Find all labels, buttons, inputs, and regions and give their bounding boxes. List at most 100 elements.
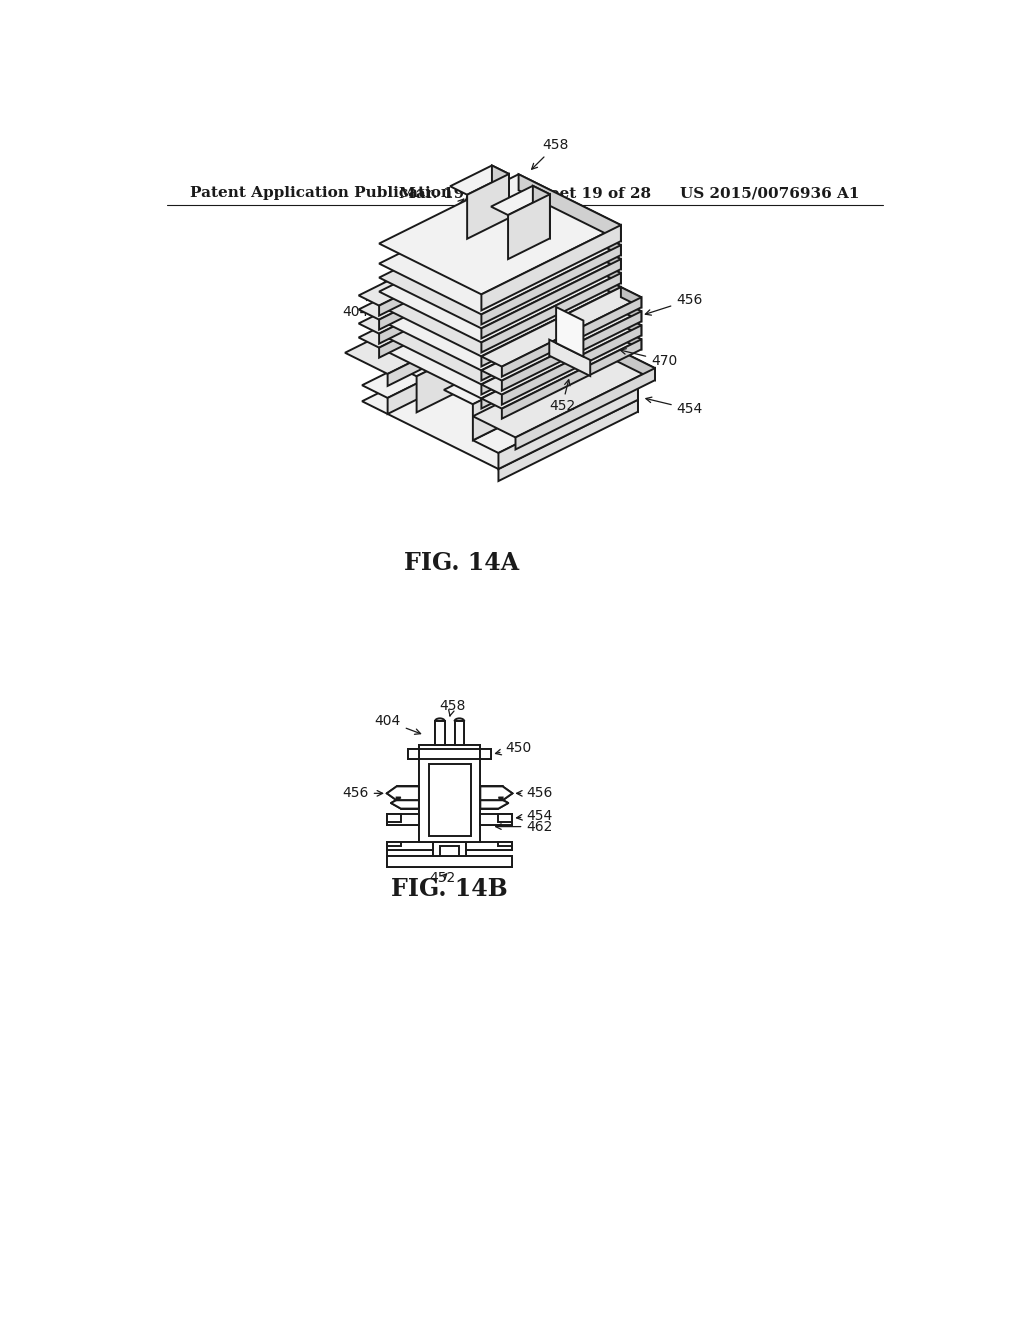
Text: 462: 462	[496, 820, 553, 834]
Polygon shape	[502, 297, 641, 376]
Polygon shape	[518, 251, 621, 312]
Polygon shape	[518, 279, 621, 339]
Polygon shape	[502, 315, 527, 345]
Text: 470: 470	[621, 348, 677, 368]
Text: FIG. 14A: FIG. 14A	[403, 550, 519, 574]
Polygon shape	[429, 764, 471, 837]
Polygon shape	[473, 347, 655, 437]
Polygon shape	[549, 339, 590, 376]
Polygon shape	[455, 721, 464, 744]
Polygon shape	[379, 251, 621, 371]
Text: 456: 456	[645, 293, 702, 315]
Polygon shape	[481, 259, 621, 338]
Polygon shape	[481, 246, 621, 325]
Polygon shape	[498, 226, 518, 247]
Text: 404: 404	[375, 714, 421, 734]
Polygon shape	[440, 846, 460, 855]
Polygon shape	[612, 347, 655, 380]
Polygon shape	[499, 400, 638, 480]
Polygon shape	[480, 787, 512, 800]
Text: FIG. 14B: FIG. 14B	[391, 876, 508, 902]
Polygon shape	[387, 787, 419, 800]
Polygon shape	[498, 240, 518, 260]
Polygon shape	[379, 279, 621, 399]
Polygon shape	[532, 186, 550, 239]
Text: 462: 462	[475, 352, 540, 372]
Text: 458: 458	[531, 139, 569, 169]
Polygon shape	[499, 814, 512, 822]
Polygon shape	[502, 339, 641, 418]
Polygon shape	[379, 264, 518, 343]
Polygon shape	[387, 842, 433, 850]
Polygon shape	[492, 165, 509, 218]
Polygon shape	[408, 748, 419, 759]
Polygon shape	[379, 236, 621, 356]
Text: 452: 452	[429, 871, 456, 884]
Polygon shape	[621, 301, 641, 321]
Polygon shape	[518, 174, 621, 242]
Text: US 2015/0076936 A1: US 2015/0076936 A1	[680, 186, 859, 201]
Polygon shape	[584, 321, 612, 371]
Polygon shape	[467, 174, 509, 239]
Polygon shape	[481, 301, 641, 380]
Polygon shape	[388, 293, 556, 376]
Polygon shape	[481, 226, 621, 310]
Polygon shape	[358, 226, 518, 306]
Polygon shape	[518, 194, 621, 255]
Text: 454: 454	[646, 397, 702, 416]
Polygon shape	[379, 251, 518, 330]
Polygon shape	[366, 708, 534, 874]
Polygon shape	[388, 305, 527, 385]
Polygon shape	[379, 264, 621, 384]
Polygon shape	[518, 264, 621, 325]
Polygon shape	[379, 194, 621, 314]
Polygon shape	[527, 293, 556, 343]
Polygon shape	[502, 325, 641, 405]
Polygon shape	[481, 288, 621, 367]
Polygon shape	[481, 288, 641, 367]
Polygon shape	[417, 308, 556, 412]
Polygon shape	[379, 236, 518, 315]
Polygon shape	[492, 186, 550, 215]
Polygon shape	[345, 284, 527, 374]
Polygon shape	[358, 255, 518, 334]
Polygon shape	[379, 279, 518, 358]
Polygon shape	[621, 329, 641, 350]
Polygon shape	[435, 721, 444, 744]
Polygon shape	[480, 797, 508, 809]
Polygon shape	[556, 308, 584, 356]
Polygon shape	[379, 222, 621, 342]
Text: Mar. 19, 2015  Sheet 19 of 28: Mar. 19, 2015 Sheet 19 of 28	[398, 186, 651, 201]
Polygon shape	[498, 268, 518, 288]
Polygon shape	[387, 814, 419, 825]
Polygon shape	[451, 165, 509, 195]
Polygon shape	[362, 315, 527, 397]
Polygon shape	[484, 284, 527, 317]
Polygon shape	[621, 315, 641, 335]
Polygon shape	[481, 315, 641, 395]
Polygon shape	[379, 209, 621, 329]
Polygon shape	[358, 268, 518, 347]
Polygon shape	[358, 240, 518, 319]
Polygon shape	[515, 368, 655, 449]
Polygon shape	[387, 842, 400, 846]
Polygon shape	[419, 744, 480, 748]
Polygon shape	[481, 273, 621, 352]
Polygon shape	[518, 236, 621, 297]
Polygon shape	[362, 331, 638, 469]
Text: 456: 456	[516, 787, 553, 800]
Text: 452: 452	[549, 380, 575, 413]
Polygon shape	[518, 209, 621, 269]
Polygon shape	[388, 329, 527, 414]
Polygon shape	[387, 855, 512, 867]
Polygon shape	[481, 301, 621, 380]
Text: 454: 454	[516, 809, 553, 822]
Polygon shape	[473, 371, 638, 453]
Text: 404: 404	[342, 199, 464, 319]
Polygon shape	[473, 335, 612, 441]
Polygon shape	[502, 331, 638, 412]
Polygon shape	[481, 329, 621, 408]
Text: 458: 458	[439, 700, 466, 717]
Polygon shape	[391, 797, 419, 809]
Polygon shape	[498, 255, 518, 275]
